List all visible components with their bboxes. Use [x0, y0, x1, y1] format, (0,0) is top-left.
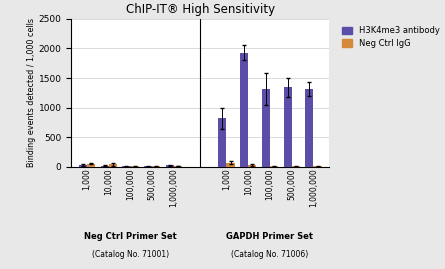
Bar	[240, 52, 248, 167]
Bar	[248, 165, 256, 167]
Bar	[227, 163, 235, 167]
Bar	[174, 166, 182, 167]
Bar	[166, 165, 174, 167]
Legend: H3K4me3 antibody, Neg Ctrl IgG: H3K4me3 antibody, Neg Ctrl IgG	[339, 23, 443, 51]
Bar	[283, 87, 292, 167]
Bar	[101, 166, 109, 167]
Bar	[109, 164, 117, 167]
Text: Neg Ctrl Primer Set: Neg Ctrl Primer Set	[84, 232, 177, 241]
Bar	[262, 89, 270, 167]
Bar	[305, 89, 313, 167]
Bar	[87, 164, 95, 167]
Bar	[218, 118, 227, 167]
Text: (Catalog No. 71006): (Catalog No. 71006)	[231, 250, 308, 259]
Bar	[79, 165, 87, 167]
Title: ChIP-IT® High Sensitivity: ChIP-IT® High Sensitivity	[125, 3, 275, 16]
Text: (Catalog No. 71001): (Catalog No. 71001)	[92, 250, 169, 259]
Text: GAPDH Primer Set: GAPDH Primer Set	[227, 232, 313, 241]
Y-axis label: Binding events detected / 1,000 cells: Binding events detected / 1,000 cells	[27, 18, 36, 167]
